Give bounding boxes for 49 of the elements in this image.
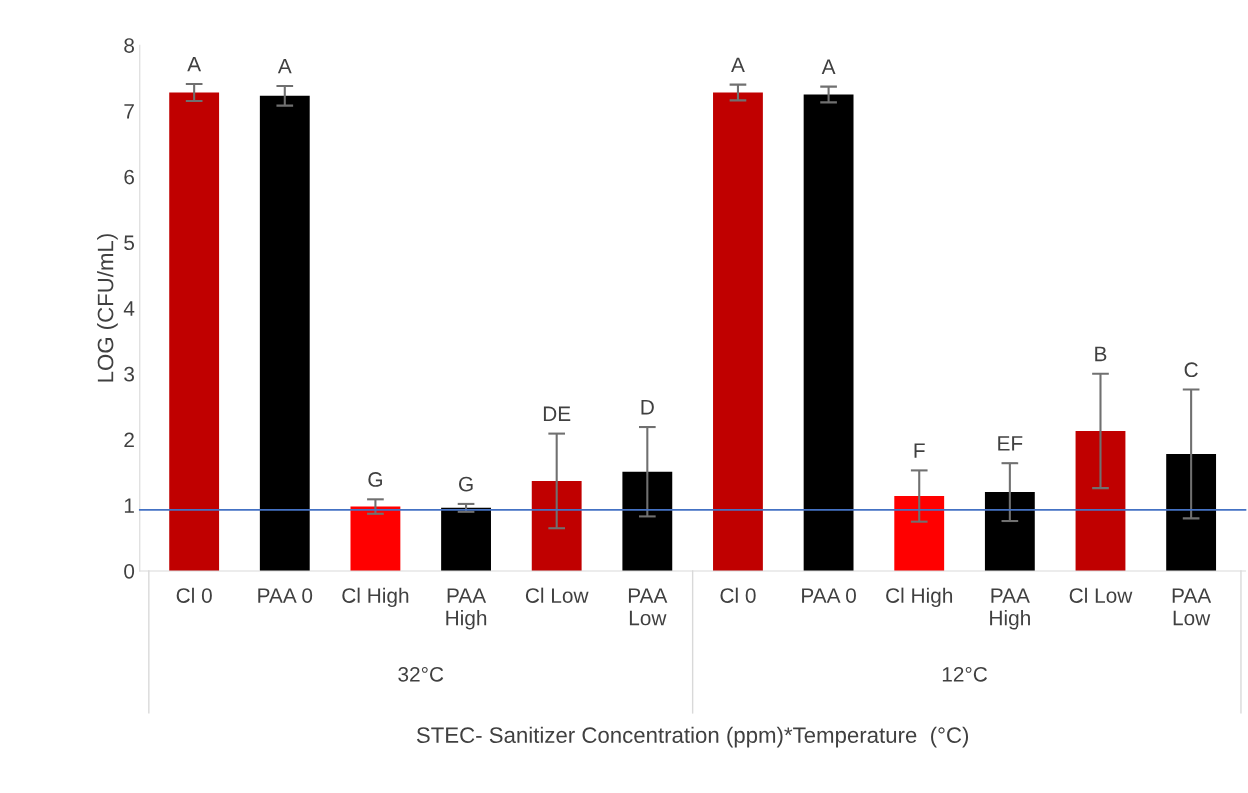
y-tick-label: 2: [124, 432, 134, 448]
y-tick-label: 6: [124, 169, 134, 185]
annotation: D: [641, 400, 654, 415]
annotation: A: [187, 56, 202, 72]
y-tick-label: 8: [124, 38, 135, 53]
bar: [259, 95, 310, 571]
bar: [441, 507, 491, 571]
annotation: A: [821, 59, 836, 74]
x-tick-label: PAA 0: [802, 588, 856, 603]
text: 12°C: [942, 666, 988, 682]
x-tick-label: PAA Low: [628, 588, 668, 626]
x-tick-label: Cl 0: [720, 587, 756, 603]
x-tick-label: Cl Low: [1069, 587, 1133, 603]
y-tick-label: 0: [124, 563, 135, 579]
x-tick-label: Cl 0: [176, 587, 212, 603]
y-tick-label: 5: [124, 235, 135, 251]
annotation: A: [731, 57, 745, 72]
x-tick-label: PAA 0: [258, 588, 313, 603]
x-tick-label: PAA High: [990, 588, 1030, 630]
bar: [531, 480, 582, 571]
bar: [894, 496, 945, 571]
bar: [622, 471, 673, 571]
annotation: G: [368, 472, 382, 487]
bar: [350, 506, 401, 571]
bar: [169, 92, 220, 571]
bar: [803, 94, 854, 571]
x-tick-label: PAA Low: [1172, 588, 1212, 626]
annotation: C: [1184, 362, 1198, 378]
bar: [1075, 430, 1126, 571]
annotation: F: [914, 443, 925, 458]
x-tick-label: Cl High: [886, 587, 953, 608]
annotation: G: [459, 476, 473, 492]
annotation: EF: [998, 436, 1023, 451]
bar: [713, 92, 763, 571]
y-tick-label: 7: [124, 104, 134, 119]
x-tick-label: PAA High: [446, 588, 487, 630]
text: 32°C: [398, 666, 444, 682]
annotation: A: [277, 58, 292, 74]
y-axis-title: LOG (CFU/mL): [97, 234, 118, 382]
x-axis-title: STEC- Sanitizer Concentration (ppm)*Temperature (°C): [416, 726, 969, 748]
x-tick-label: Cl High: [342, 587, 409, 608]
bar: [984, 492, 1035, 571]
y-tick-label: 4: [123, 301, 135, 316]
x-tick-label: Cl Low: [525, 587, 589, 603]
y-tick-label: 3: [124, 366, 134, 382]
annotation: DE: [543, 406, 571, 421]
annotation: B: [1095, 346, 1107, 362]
bar: [1166, 453, 1217, 571]
y-tick-label: 1: [124, 498, 134, 513]
